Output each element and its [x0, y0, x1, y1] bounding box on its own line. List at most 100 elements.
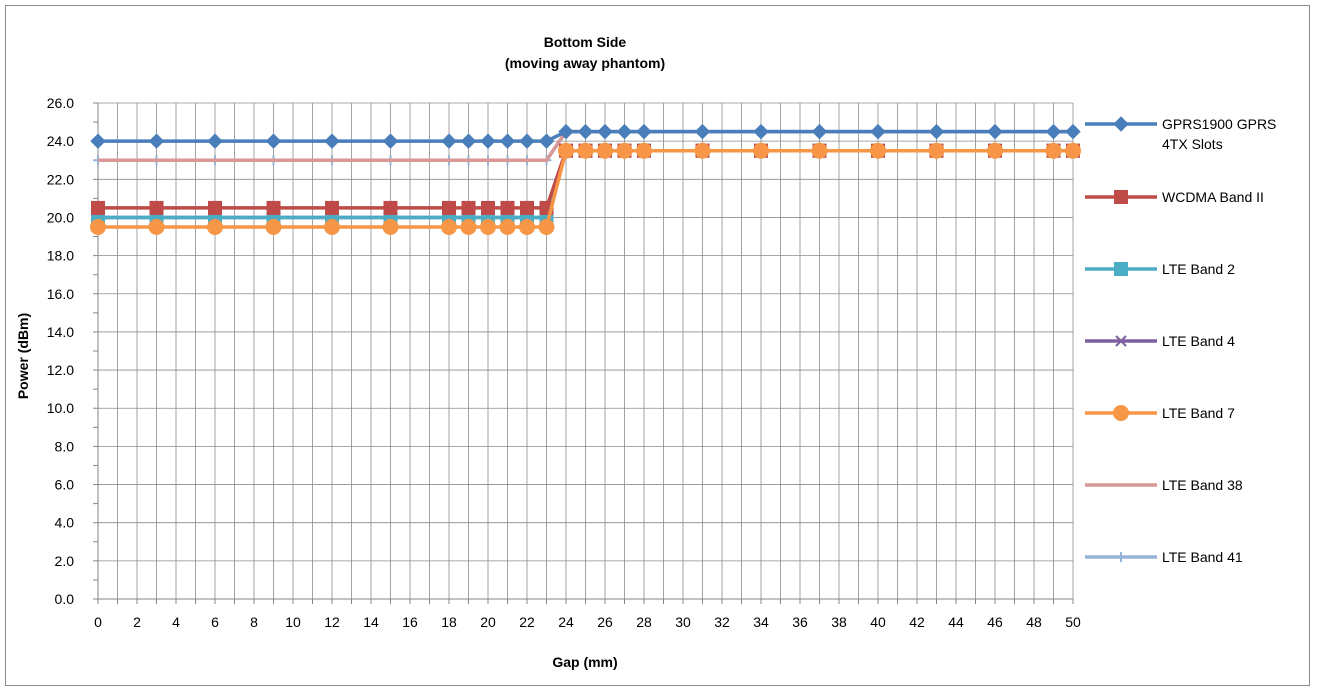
legend-marker: [1114, 262, 1128, 276]
data-point: [207, 133, 223, 149]
data-point: [441, 219, 457, 235]
data-point: [325, 200, 339, 215]
data-point: [441, 133, 457, 149]
data-point: [597, 123, 613, 140]
data-point: [91, 200, 105, 215]
data-point: [1065, 142, 1081, 159]
legend-entry: LTE Band 41: [1085, 549, 1243, 565]
data-point: [519, 219, 535, 235]
y-tick-label: 14.0: [47, 324, 74, 340]
data-point: [616, 142, 633, 159]
data-point: [558, 142, 574, 159]
chart-subtitle: (moving away phantom): [505, 55, 665, 71]
data-point: [382, 219, 399, 235]
data-point: [499, 219, 516, 235]
x-tick-label: 36: [792, 614, 808, 630]
data-point: [148, 133, 165, 149]
x-tick-label: 50: [1065, 614, 1081, 630]
y-tick-label: 2.0: [55, 553, 75, 569]
data-point: [870, 123, 886, 140]
legend-label: GPRS1900 GPRS: [1162, 116, 1276, 132]
legend-label: LTE Band 38: [1162, 477, 1243, 493]
x-tick-label: 12: [324, 614, 340, 630]
legend-entry: LTE Band 38: [1085, 477, 1243, 493]
data-point: [538, 219, 555, 235]
legend-label: LTE Band 2: [1162, 261, 1235, 277]
data-point: [207, 219, 223, 235]
y-tick-label: 24.0: [47, 133, 74, 149]
data-point: [500, 200, 515, 215]
legend: GPRS1900 GPRS 4TX Slots WCDMA Band II LTE B…: [1085, 116, 1276, 565]
x-tick-label: 48: [1026, 614, 1042, 630]
legend-entry: LTE Band 4: [1085, 333, 1235, 349]
data-point: [90, 219, 106, 235]
series-layer: [90, 123, 1081, 235]
data-point: [753, 123, 769, 140]
series-gprs1900-gprs-4tx-slots: [90, 123, 1081, 149]
x-tick-label: 44: [948, 614, 964, 630]
axes: [93, 102, 1074, 604]
data-point: [616, 123, 633, 140]
legend-entry: LTE Band 7: [1085, 405, 1235, 421]
data-point: [383, 200, 398, 215]
data-point: [636, 142, 652, 159]
data-point: [811, 123, 828, 140]
legend-label: LTE Band 7: [1162, 405, 1235, 421]
x-tick-label: 20: [480, 614, 496, 630]
legend-marker: [1113, 405, 1129, 421]
tick-labels: 0.0 2.0 4.0 6.0 8.0 10.0 12.0 14.0 16.0 18.0 20.0 2…: [47, 95, 1081, 630]
y-tick-label: 6.0: [55, 477, 75, 493]
y-tick-label: 20.0: [47, 209, 74, 225]
data-point: [382, 133, 399, 149]
y-tick-label: 16.0: [47, 286, 74, 302]
legend-entry: GPRS1900 GPRS 4TX Slots: [1085, 116, 1276, 152]
series-lte-band-7: [90, 142, 1081, 235]
data-point: [577, 123, 594, 140]
x-tick-label: 24: [558, 614, 574, 630]
y-tick-label: 18.0: [47, 248, 74, 264]
data-point: [1045, 123, 1062, 140]
x-tick-label: 16: [402, 614, 418, 630]
x-axis-title: Gap (mm): [552, 654, 617, 670]
x-tick-label: 38: [831, 614, 847, 630]
data-point: [870, 142, 886, 159]
legend-marker: [1114, 190, 1128, 204]
data-point: [266, 200, 281, 215]
x-tick-label: 46: [987, 614, 1003, 630]
x-tick-label: 34: [753, 614, 769, 630]
y-tick-label: 8.0: [55, 438, 75, 454]
legend-marker: [1116, 552, 1126, 562]
x-tick-label: 4: [172, 614, 180, 630]
x-tick-label: 2: [133, 614, 141, 630]
legend-label: 4TX Slots: [1162, 136, 1223, 152]
legend-label: LTE Band 4: [1162, 333, 1235, 349]
x-tick-label: 42: [909, 614, 925, 630]
chart-area: [5, 5, 1310, 686]
data-point: [520, 200, 534, 215]
data-point: [694, 123, 711, 140]
data-point: [811, 142, 828, 159]
x-tick-label: 10: [285, 614, 301, 630]
data-point: [461, 200, 476, 215]
legend-label: WCDMA Band II: [1162, 189, 1264, 205]
data-point: [597, 142, 613, 159]
data-point: [442, 200, 456, 215]
data-point: [208, 200, 222, 215]
data-point: [481, 200, 495, 215]
y-tick-label: 22.0: [47, 171, 74, 187]
data-point: [265, 133, 282, 149]
x-tick-label: 14: [363, 614, 379, 630]
data-point: [480, 133, 496, 149]
data-point: [928, 142, 945, 159]
data-point: [694, 142, 711, 159]
data-point: [558, 123, 574, 140]
data-point: [265, 219, 282, 235]
x-tick-label: 6: [211, 614, 219, 630]
chart-title: Bottom Side: [544, 34, 627, 50]
legend-marker: [1115, 335, 1127, 347]
x-tick-label: 28: [636, 614, 652, 630]
x-tick-label: 32: [714, 614, 730, 630]
data-point: [1065, 123, 1081, 140]
data-point: [460, 219, 477, 235]
